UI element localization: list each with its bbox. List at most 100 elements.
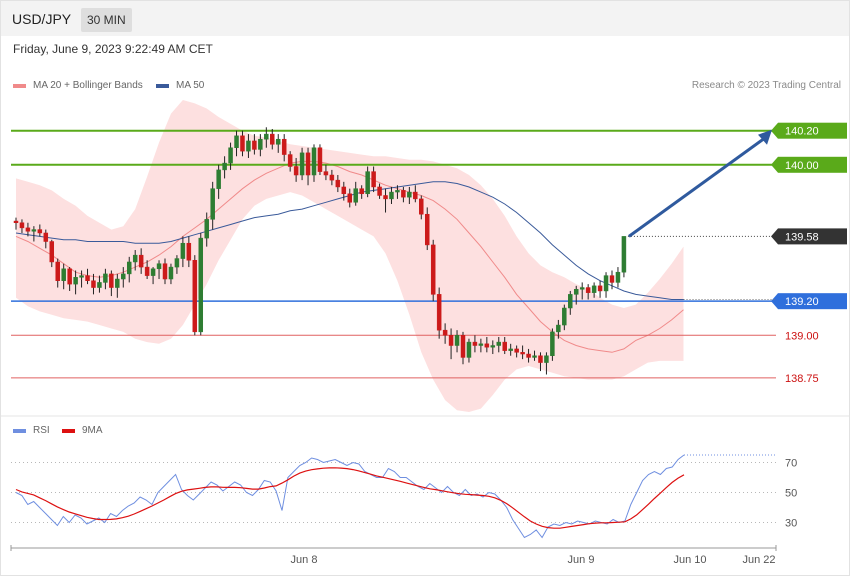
candle-bearish: [19, 222, 25, 229]
candle-bullish: [264, 133, 269, 140]
candle-bullish: [168, 266, 174, 280]
candle-bearish: [359, 188, 364, 195]
candle-bullish: [353, 188, 358, 203]
candle-bullish: [454, 335, 460, 346]
candle-bullish: [115, 278, 120, 288]
candle-bullish: [204, 219, 209, 239]
chart-datetime: Friday, June 9, 2023 9:22:49 AM CET: [13, 42, 213, 56]
candle-bullish: [532, 355, 537, 358]
timeframe-button[interactable]: 30 MIN: [81, 8, 132, 32]
candle-bearish: [323, 171, 329, 176]
candle-bearish: [293, 166, 299, 176]
current-price-tag: [778, 228, 847, 245]
candle-bearish: [472, 341, 478, 346]
candle-bearish: [144, 266, 150, 276]
candle-bullish: [174, 258, 180, 268]
rsi-swatch: [13, 428, 26, 433]
candle-bullish: [556, 324, 561, 333]
candle-bearish: [347, 193, 353, 203]
candle-bullish: [156, 263, 162, 270]
rsi-level-label: 70: [785, 458, 797, 470]
resistance-tag: [778, 122, 847, 139]
resistance-tag-tip: [771, 122, 778, 139]
candle-bearish: [484, 343, 490, 348]
candle-bullish: [198, 237, 204, 333]
pivot-tag: [778, 293, 847, 310]
candle-bearish: [502, 341, 507, 351]
candle-bullish: [603, 275, 609, 292]
legend-rsi-label: RSI: [33, 425, 50, 436]
rsi-layer: 70 50 30: [11, 454, 797, 539]
candle-bullish: [490, 345, 496, 348]
candle-bearish: [448, 335, 454, 346]
candle-bearish: [335, 179, 341, 188]
ma20-swatch: [13, 83, 26, 88]
pivot-tag-tip: [771, 293, 778, 310]
candle-bearish: [383, 195, 388, 200]
candle-bullish: [73, 277, 78, 285]
price-layer: 140.20 140.00 139.58 139.20 139.00 138.75: [11, 100, 847, 412]
candle-bullish: [591, 285, 597, 293]
candle-bearish: [585, 287, 591, 293]
pivot-label: 139.20: [785, 296, 819, 308]
candle-bearish: [430, 244, 436, 295]
candle-bearish: [55, 261, 60, 281]
candle-bullish: [496, 341, 502, 346]
candle-bullish: [126, 261, 132, 275]
candle-bullish: [562, 307, 567, 326]
candle-bearish: [329, 174, 335, 181]
x-tick-label: Jun 10: [673, 554, 706, 566]
resistance-label: 140.20: [785, 126, 819, 138]
candle-bearish: [424, 213, 430, 246]
candle-bearish: [25, 227, 31, 232]
candle-bullish: [216, 169, 221, 189]
candle-bearish: [401, 190, 406, 198]
candle-bearish: [609, 275, 615, 283]
candle-bearish: [281, 138, 287, 155]
support-label: 139.00: [785, 330, 819, 342]
candle-bullish: [311, 147, 317, 176]
candle-bullish: [579, 287, 585, 290]
support-label: 138.75: [785, 373, 819, 385]
symbol-title: USD/JPY: [12, 11, 72, 27]
x-tick-label: Jun 9: [568, 554, 595, 566]
candle-bullish: [275, 138, 281, 145]
candle-bearish: [526, 353, 531, 358]
candle-bullish: [508, 348, 513, 351]
candle-bullish: [466, 341, 472, 358]
rsi-ma-swatch: [62, 428, 75, 433]
candle-bearish: [49, 241, 55, 263]
candle-bullish: [234, 135, 239, 148]
candle-bullish: [180, 242, 186, 259]
candle-bullish: [365, 171, 370, 195]
candle-bullish: [61, 268, 66, 281]
current-price-label: 139.58: [785, 231, 819, 243]
candle-bearish: [514, 348, 519, 353]
legend-ma20: MA 20 + Bollinger Bands: [13, 80, 143, 91]
candle-bearish: [240, 135, 245, 152]
resistance-tag: [778, 156, 847, 173]
current-price-tag-tip: [771, 228, 778, 245]
candle-bearish: [597, 285, 603, 292]
candle-bullish: [621, 236, 627, 273]
candle-bearish: [192, 260, 198, 333]
candle-bearish: [138, 254, 144, 268]
candle-bearish: [67, 268, 72, 285]
x-tick-label: Jun 8: [291, 554, 318, 566]
candle-bullish: [395, 190, 400, 193]
candle-bullish: [615, 271, 621, 283]
candle-bullish: [132, 254, 138, 263]
rsi-level-label: 50: [785, 488, 797, 500]
candle-bearish: [371, 171, 376, 188]
legend-ma20-label: MA 20 + Bollinger Bands: [33, 80, 143, 91]
candle-bullish: [573, 288, 579, 295]
candle-bullish: [246, 140, 251, 152]
candle-bullish: [210, 188, 215, 220]
rsi-ma-line: [15, 467, 685, 529]
candle-bearish: [252, 140, 257, 150]
candle-bearish: [419, 198, 424, 215]
candle-bullish: [222, 162, 227, 171]
resistance-tag-tip: [771, 156, 778, 173]
candle-bullish: [478, 343, 484, 346]
candle-bullish: [97, 282, 102, 288]
